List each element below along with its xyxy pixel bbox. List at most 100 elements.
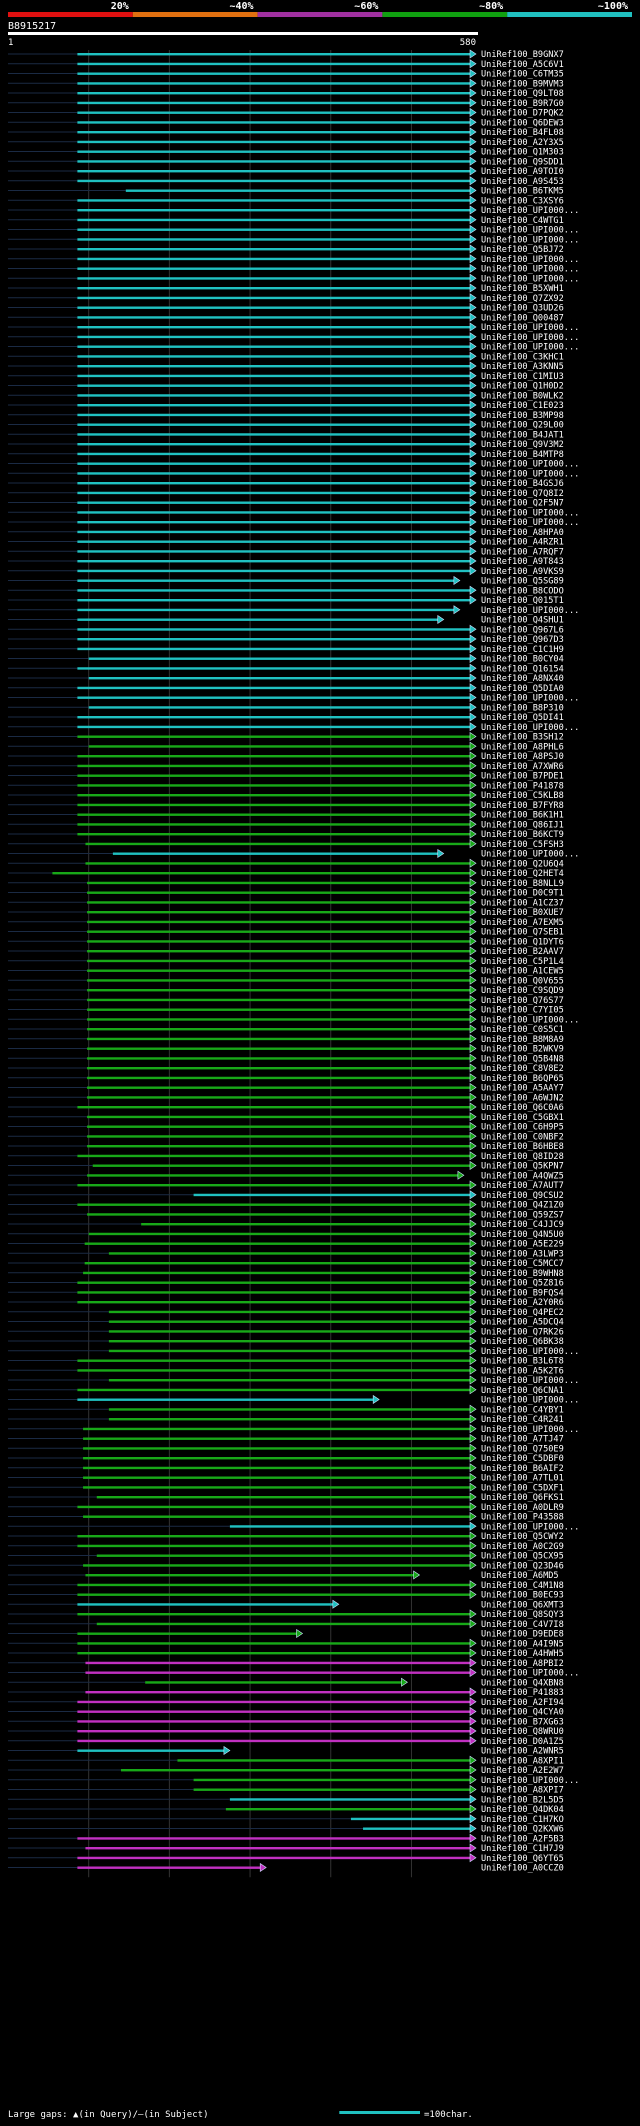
hit-label[interactable]: UniRef100_Q86IJ1 (481, 820, 564, 830)
hit-bar[interactable] (88, 657, 472, 660)
hit-label[interactable]: UniRef100_A7TL01 (481, 1474, 564, 1484)
hit-bar[interactable] (77, 1359, 472, 1362)
hit-bar[interactable] (87, 959, 471, 963)
hit-label[interactable]: UniRef100_Q9CSU2 (481, 1191, 564, 1201)
hit-bar[interactable] (77, 608, 455, 612)
hit-label[interactable]: UniRef100_B6K1H1 (481, 811, 564, 821)
hit-bar[interactable] (77, 316, 472, 319)
hit-label[interactable]: UniRef100_P43588 (481, 1513, 564, 1523)
hit-bar[interactable] (77, 62, 472, 66)
hit-bar[interactable] (87, 1174, 459, 1177)
hit-bar[interactable] (77, 257, 472, 261)
hit-label[interactable]: UniRef100_Q23D46 (481, 1561, 564, 1571)
hit-bar[interactable] (77, 813, 472, 816)
hit-label[interactable]: UniRef100_B5XWH1 (481, 284, 564, 294)
hit-bar[interactable] (77, 404, 472, 407)
hit-label[interactable]: UniRef100_UPI000... (481, 460, 579, 470)
hit-bar[interactable] (77, 209, 472, 212)
hit-label[interactable]: UniRef100_A2E2W7 (481, 1766, 564, 1776)
hit-bar[interactable] (83, 1476, 471, 1479)
hit-label[interactable]: UniRef100_A9S453 (481, 177, 564, 187)
hit-bar[interactable] (85, 1574, 415, 1577)
hit-label[interactable]: UniRef100_UPI000... (481, 323, 579, 333)
hit-label[interactable]: UniRef100_UPI000... (481, 1522, 579, 1532)
hit-bar[interactable] (77, 803, 472, 807)
hit-bar[interactable] (77, 823, 472, 826)
hit-label[interactable]: UniRef100_Q4SHU1 (481, 616, 564, 626)
hit-label[interactable]: UniRef100_Q5KPN7 (481, 1162, 564, 1172)
hit-label[interactable]: UniRef100_D0A1Z5 (481, 1737, 564, 1747)
hit-label[interactable]: UniRef100_UPI000... (481, 1015, 579, 1025)
hit-bar[interactable] (77, 1856, 472, 1860)
hit-bar[interactable] (87, 1115, 471, 1119)
hit-label[interactable]: UniRef100_B8CODO (481, 586, 564, 596)
hit-label[interactable]: UniRef100_UPI000... (481, 226, 579, 236)
hit-bar[interactable] (77, 735, 472, 738)
hit-label[interactable]: UniRef100_Q1DYT6 (481, 937, 564, 947)
hit-label[interactable]: UniRef100_B2AAV7 (481, 947, 564, 957)
hit-label[interactable]: UniRef100_C1E023 (481, 401, 564, 411)
hit-label[interactable]: UniRef100_B4FL08 (481, 128, 564, 138)
hit-label[interactable]: UniRef100_Q6BK38 (481, 1337, 564, 1347)
hit-bar[interactable] (83, 1457, 471, 1460)
hit-label[interactable]: UniRef100_A9TOI0 (481, 167, 564, 177)
hit-bar[interactable] (229, 1525, 471, 1528)
hit-bar[interactable] (77, 618, 439, 621)
hit-label[interactable]: UniRef100_Q2HET4 (481, 869, 564, 879)
hit-label[interactable]: UniRef100_Q59ZS7 (481, 1210, 564, 1220)
hit-bar[interactable] (87, 1076, 471, 1080)
hit-bar[interactable] (350, 1817, 471, 1821)
hit-label[interactable]: UniRef100_UPI000... (481, 343, 579, 353)
hit-bar[interactable] (77, 1652, 472, 1655)
hit-bar[interactable] (87, 950, 471, 953)
hit-bar[interactable] (77, 199, 472, 202)
hit-label[interactable]: UniRef100_UPI000... (481, 1776, 579, 1786)
hit-bar[interactable] (87, 940, 471, 943)
hit-bar[interactable] (77, 296, 472, 300)
hit-label[interactable]: UniRef100_Q5DI41 (481, 713, 564, 723)
hit-bar[interactable] (85, 842, 471, 846)
hit-bar[interactable] (77, 589, 472, 592)
hit-bar[interactable] (83, 1427, 471, 1431)
hit-label[interactable]: UniRef100_Q5SG89 (481, 577, 564, 587)
hit-bar[interactable] (77, 482, 472, 485)
hit-bar[interactable] (87, 1125, 471, 1128)
hit-bar[interactable] (77, 1301, 472, 1304)
hit-label[interactable]: UniRef100_C0S5C1 (481, 1025, 564, 1035)
hit-bar[interactable] (77, 365, 472, 368)
hit-label[interactable]: UniRef100_B9GNX7 (481, 50, 564, 60)
hit-label[interactable]: UniRef100_Q5B4N8 (481, 1054, 564, 1064)
hit-bar[interactable] (83, 1447, 471, 1450)
hit-bar[interactable] (88, 677, 472, 680)
hit-label[interactable]: UniRef100_A9T843 (481, 557, 564, 567)
hit-bar[interactable] (83, 1564, 471, 1567)
hit-label[interactable]: UniRef100_Q4Z1Z0 (481, 1201, 564, 1211)
hit-bar[interactable] (77, 462, 472, 465)
hit-label[interactable]: UniRef100_C1C1H9 (481, 645, 564, 655)
hit-label[interactable]: UniRef100_B9WHN8 (481, 1269, 564, 1279)
hit-label[interactable]: UniRef100_A6WJN2 (481, 1093, 564, 1103)
hit-label[interactable]: UniRef100_B6TKM5 (481, 187, 564, 197)
hit-bar[interactable] (77, 277, 472, 280)
hit-bar[interactable] (83, 1437, 471, 1440)
hit-label[interactable]: UniRef100_Q2U6Q4 (481, 859, 564, 869)
hit-label[interactable]: UniRef100_D0C9T1 (481, 889, 564, 899)
hit-label[interactable]: UniRef100_C4R241 (481, 1415, 564, 1425)
hit-label[interactable]: UniRef100_A4I9N5 (481, 1639, 564, 1649)
hit-bar[interactable] (77, 511, 472, 514)
hit-bar[interactable] (77, 218, 472, 222)
hit-label[interactable]: UniRef100_Q750E9 (481, 1444, 564, 1454)
hit-bar[interactable] (77, 287, 472, 290)
hit-bar[interactable] (77, 1866, 262, 1869)
hit-label[interactable]: UniRef100_Q2KXW6 (481, 1825, 564, 1835)
hit-bar[interactable] (88, 706, 472, 709)
hit-label[interactable]: UniRef100_A8PBI2 (481, 1659, 564, 1669)
hit-bar[interactable] (77, 179, 472, 183)
hit-bar[interactable] (77, 540, 472, 543)
hit-label[interactable]: UniRef100_Q4CYA0 (481, 1708, 564, 1718)
hit-label[interactable]: UniRef100_B3MP98 (481, 411, 564, 421)
hit-bar[interactable] (193, 1778, 471, 1782)
hit-label[interactable]: UniRef100_A8NX40 (481, 674, 564, 684)
hit-label[interactable]: UniRef100_A2F5B3 (481, 1834, 564, 1844)
hit-bar[interactable] (229, 1798, 471, 1801)
